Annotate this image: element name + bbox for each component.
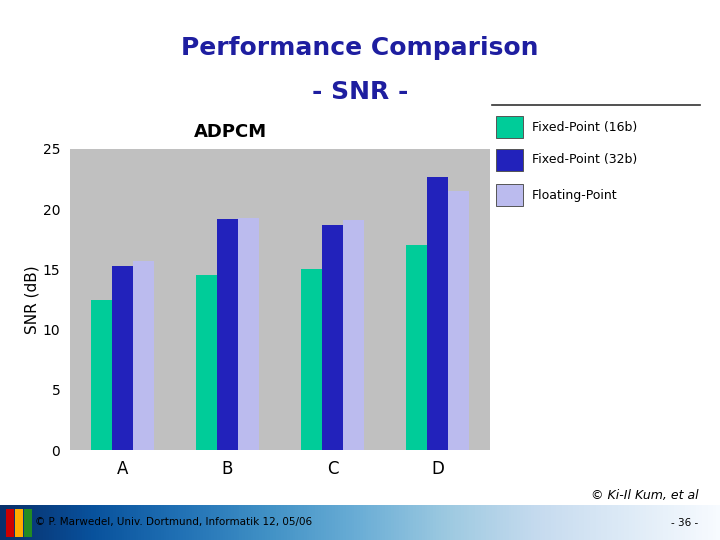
Bar bbox=[427, 177, 448, 450]
Text: Fixed-Point (32b): Fixed-Point (32b) bbox=[531, 153, 636, 166]
Bar bbox=[343, 220, 364, 450]
Bar bbox=[238, 218, 259, 450]
Text: © Ki-Il Kum, et al: © Ki-Il Kum, et al bbox=[591, 489, 698, 502]
Text: Fixed-Point (16b): Fixed-Point (16b) bbox=[531, 120, 636, 133]
Bar bbox=[301, 269, 322, 450]
FancyBboxPatch shape bbox=[496, 149, 523, 171]
Bar bbox=[217, 219, 238, 450]
Bar bbox=[448, 191, 469, 450]
Bar bbox=[112, 266, 133, 450]
Text: Floating-Point: Floating-Point bbox=[531, 188, 617, 202]
Bar bbox=[24, 509, 32, 537]
Bar bbox=[6, 509, 14, 537]
Text: ADPCM: ADPCM bbox=[194, 123, 267, 141]
Text: Universität Dortmund: Universität Dortmund bbox=[11, 4, 130, 14]
Bar bbox=[196, 275, 217, 450]
Bar bbox=[15, 509, 23, 537]
Bar bbox=[133, 261, 154, 450]
FancyBboxPatch shape bbox=[496, 184, 523, 206]
Text: © P. Marwedel, Univ. Dortmund, Informatik 12, 05/06: © P. Marwedel, Univ. Dortmund, Informati… bbox=[35, 517, 312, 528]
Y-axis label: SNR (dB): SNR (dB) bbox=[25, 265, 40, 334]
FancyBboxPatch shape bbox=[496, 116, 523, 138]
Bar bbox=[91, 300, 112, 450]
Bar bbox=[406, 245, 427, 450]
Bar bbox=[322, 225, 343, 450]
Text: - SNR -: - SNR - bbox=[312, 80, 408, 104]
Text: Performance Comparison: Performance Comparison bbox=[181, 36, 539, 60]
Text: - 36 -: - 36 - bbox=[671, 517, 698, 528]
